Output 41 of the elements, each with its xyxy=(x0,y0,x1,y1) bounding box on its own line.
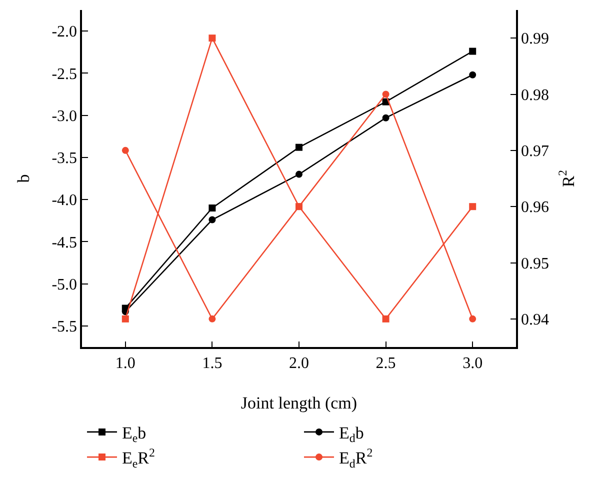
x-tick-label: 2.5 xyxy=(376,354,396,372)
y-tick-label: -2.5 xyxy=(52,66,78,83)
y-tick-label: -4.5 xyxy=(52,234,78,252)
legend-label: E$_{e}$R$^{2}$ xyxy=(122,446,156,470)
x-tick-label: 3.0 xyxy=(462,354,483,372)
point xyxy=(208,204,216,212)
y2-tick-label: 0.97 xyxy=(520,143,549,160)
point xyxy=(382,90,390,98)
point xyxy=(382,114,390,122)
y-tick-label: -5.0 xyxy=(52,276,78,294)
x-tick-label: 1.5 xyxy=(202,354,222,372)
point xyxy=(296,203,302,210)
point xyxy=(469,203,476,210)
y-tick-label: -2.0 xyxy=(52,24,78,41)
y2-tick-label: 0.95 xyxy=(520,255,549,272)
y2-tick-label: 0.98 xyxy=(520,86,549,104)
point xyxy=(469,71,476,78)
y-tick-label: -3.5 xyxy=(52,150,78,168)
point xyxy=(208,315,216,322)
y2-tick-label: 0.96 xyxy=(520,199,549,216)
legend-label: E$_{e}$b xyxy=(122,424,146,446)
y2-tick-label: 0.94 xyxy=(520,312,549,329)
y2-tick-label: 0.99 xyxy=(520,30,549,48)
point xyxy=(469,48,476,55)
point xyxy=(208,216,216,224)
y-tick-label: -4.0 xyxy=(52,192,78,210)
point xyxy=(296,170,302,178)
y-tick-label: -5.5 xyxy=(52,318,78,336)
y-axis-title: b xyxy=(14,174,33,183)
x-tick-label: 2.0 xyxy=(289,354,309,372)
point xyxy=(122,315,129,322)
x-tick-label: 1.0 xyxy=(115,354,136,372)
point xyxy=(296,144,302,151)
point xyxy=(469,315,476,322)
legend-label: E$_{d}$b xyxy=(339,424,364,446)
y-tick-label: -3.0 xyxy=(52,108,78,125)
point xyxy=(382,315,390,322)
point xyxy=(122,146,129,154)
x-axis-title: Joint length (cm) xyxy=(240,394,358,412)
legend-label: E$_{d}$R$^{2}$ xyxy=(339,446,373,470)
point xyxy=(208,34,216,42)
